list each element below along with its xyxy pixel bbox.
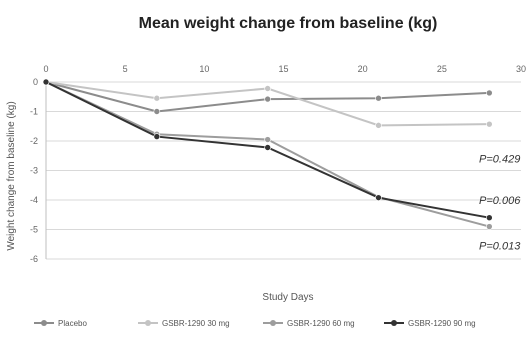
x-tick-label-1: 5 [123, 64, 128, 74]
x-tick-label-3: 15 [278, 64, 288, 74]
data-point-0-4 [486, 89, 493, 97]
chart-title: Mean weight change from baseline (kg) [139, 15, 438, 32]
legend: Placebo GSBR-1290 30 mg GSBR-1290 60 mg GSB… [34, 319, 476, 328]
legend-swatch-marker-2 [270, 320, 276, 326]
data-point-1-2 [264, 85, 271, 92]
legend-swatch-marker-1 [145, 320, 151, 326]
y-axis-label: Weight change from baseline (kg) [6, 101, 17, 250]
legend-label-1: GSBR-1290 30 mg [162, 319, 230, 328]
grid-lines [45, 81, 521, 260]
data-point-0-1 [153, 108, 161, 115]
data-point-0-3 [375, 94, 382, 102]
y-tick-label-1: -1 [30, 107, 38, 117]
legend-item-1: GSBR-1290 30 mg [138, 319, 230, 328]
p-value-label-1: P=0.006 [479, 195, 521, 207]
x-tick-label-0: 0 [43, 64, 48, 74]
y-tick-label-4: -4 [30, 195, 38, 205]
legend-label-2: GSBR-1290 60 mg [287, 319, 355, 328]
p-value-annotations: P=0.429 P=0.006 P=0.013 [479, 154, 521, 253]
y-tick-label-5: -5 [30, 225, 38, 235]
y-tick-label-0: 0 [33, 77, 38, 87]
legend-item-2: GSBR-1290 60 mg [263, 319, 355, 328]
legend-item-3: GSBR-1290 90 mg [384, 319, 476, 328]
p-value-label-2: P=0.013 [479, 241, 521, 253]
data-point-1-4 [486, 120, 493, 128]
legend-label-3: GSBR-1290 90 mg [408, 319, 476, 328]
y-tick-labels: 0 -1 -2 -3 -4 -5 -6 [30, 77, 38, 264]
data-point-3-0 [42, 78, 50, 86]
x-tick-label-6: 30 [516, 64, 526, 74]
data-point-3-4 [486, 214, 493, 221]
data-point-3-2 [264, 144, 271, 151]
series-lines [42, 78, 493, 230]
y-tick-label-6: -6 [30, 254, 38, 264]
x-tick-label-5: 25 [437, 64, 447, 74]
series-3 [42, 78, 493, 221]
y-tick-label-3: -3 [30, 166, 38, 176]
legend-item-0: Placebo [34, 319, 87, 328]
data-point-3-1 [153, 133, 161, 140]
series-0 [42, 78, 493, 115]
data-point-3-3 [375, 194, 382, 201]
series-1 [42, 78, 493, 129]
legend-label-0: Placebo [58, 319, 87, 328]
y-tick-label-2: -2 [30, 136, 38, 146]
data-point-2-2 [264, 136, 271, 143]
data-point-1-1 [153, 94, 161, 102]
legend-swatch-marker-0 [41, 320, 47, 326]
data-point-0-2 [264, 95, 271, 103]
data-point-1-3 [375, 122, 382, 129]
x-tick-labels: 0 5 10 15 20 25 30 [43, 64, 526, 74]
legend-swatch-marker-3 [391, 320, 397, 326]
x-axis-label: Study Days [262, 292, 313, 303]
x-tick-label-4: 20 [358, 64, 368, 74]
x-tick-label-2: 10 [199, 64, 209, 74]
p-value-label-0: P=0.429 [479, 154, 520, 166]
data-point-2-4 [486, 223, 493, 230]
